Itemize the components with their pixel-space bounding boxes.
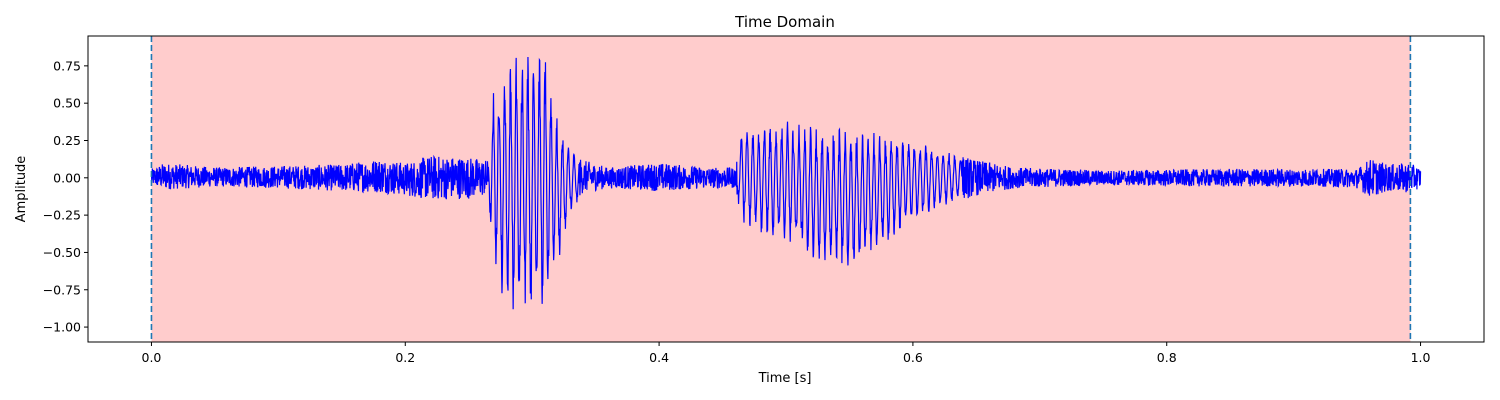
axes-frame (87, 35, 1485, 343)
x-tick-label: 1.0 (1411, 350, 1431, 365)
y-tick-label: 0.25 (53, 133, 81, 148)
y-tick-label: −0.75 (43, 282, 81, 297)
plot-area: 0.0 0.2 0.4 0.6 0.8 1.0 −1.00 −0.75 −0.50 −0.25 0.… (43, 35, 1485, 365)
y-tick-label: −0.25 (43, 208, 81, 223)
waveform-line (150, 56, 1422, 310)
y-axis-label: Amplitude (14, 156, 29, 223)
chart-title: Time Domain (734, 13, 835, 31)
x-tick-label: 0.0 (142, 350, 162, 365)
y-tick-label: 0.50 (53, 96, 81, 111)
y-tick-label: −0.50 (43, 245, 81, 260)
x-tick-label: 0.2 (395, 350, 415, 365)
highlight-region (151, 36, 1411, 342)
x-tick-label: 0.8 (1157, 350, 1177, 365)
y-tick-label: −1.00 (43, 320, 81, 335)
y-tick-label: 0.00 (53, 170, 81, 185)
y-tick-label: 0.75 (53, 58, 81, 73)
x-tick-label: 0.4 (649, 350, 669, 365)
x-tick-label: 0.6 (903, 350, 923, 365)
x-axis-label: Time [s] (758, 371, 812, 386)
